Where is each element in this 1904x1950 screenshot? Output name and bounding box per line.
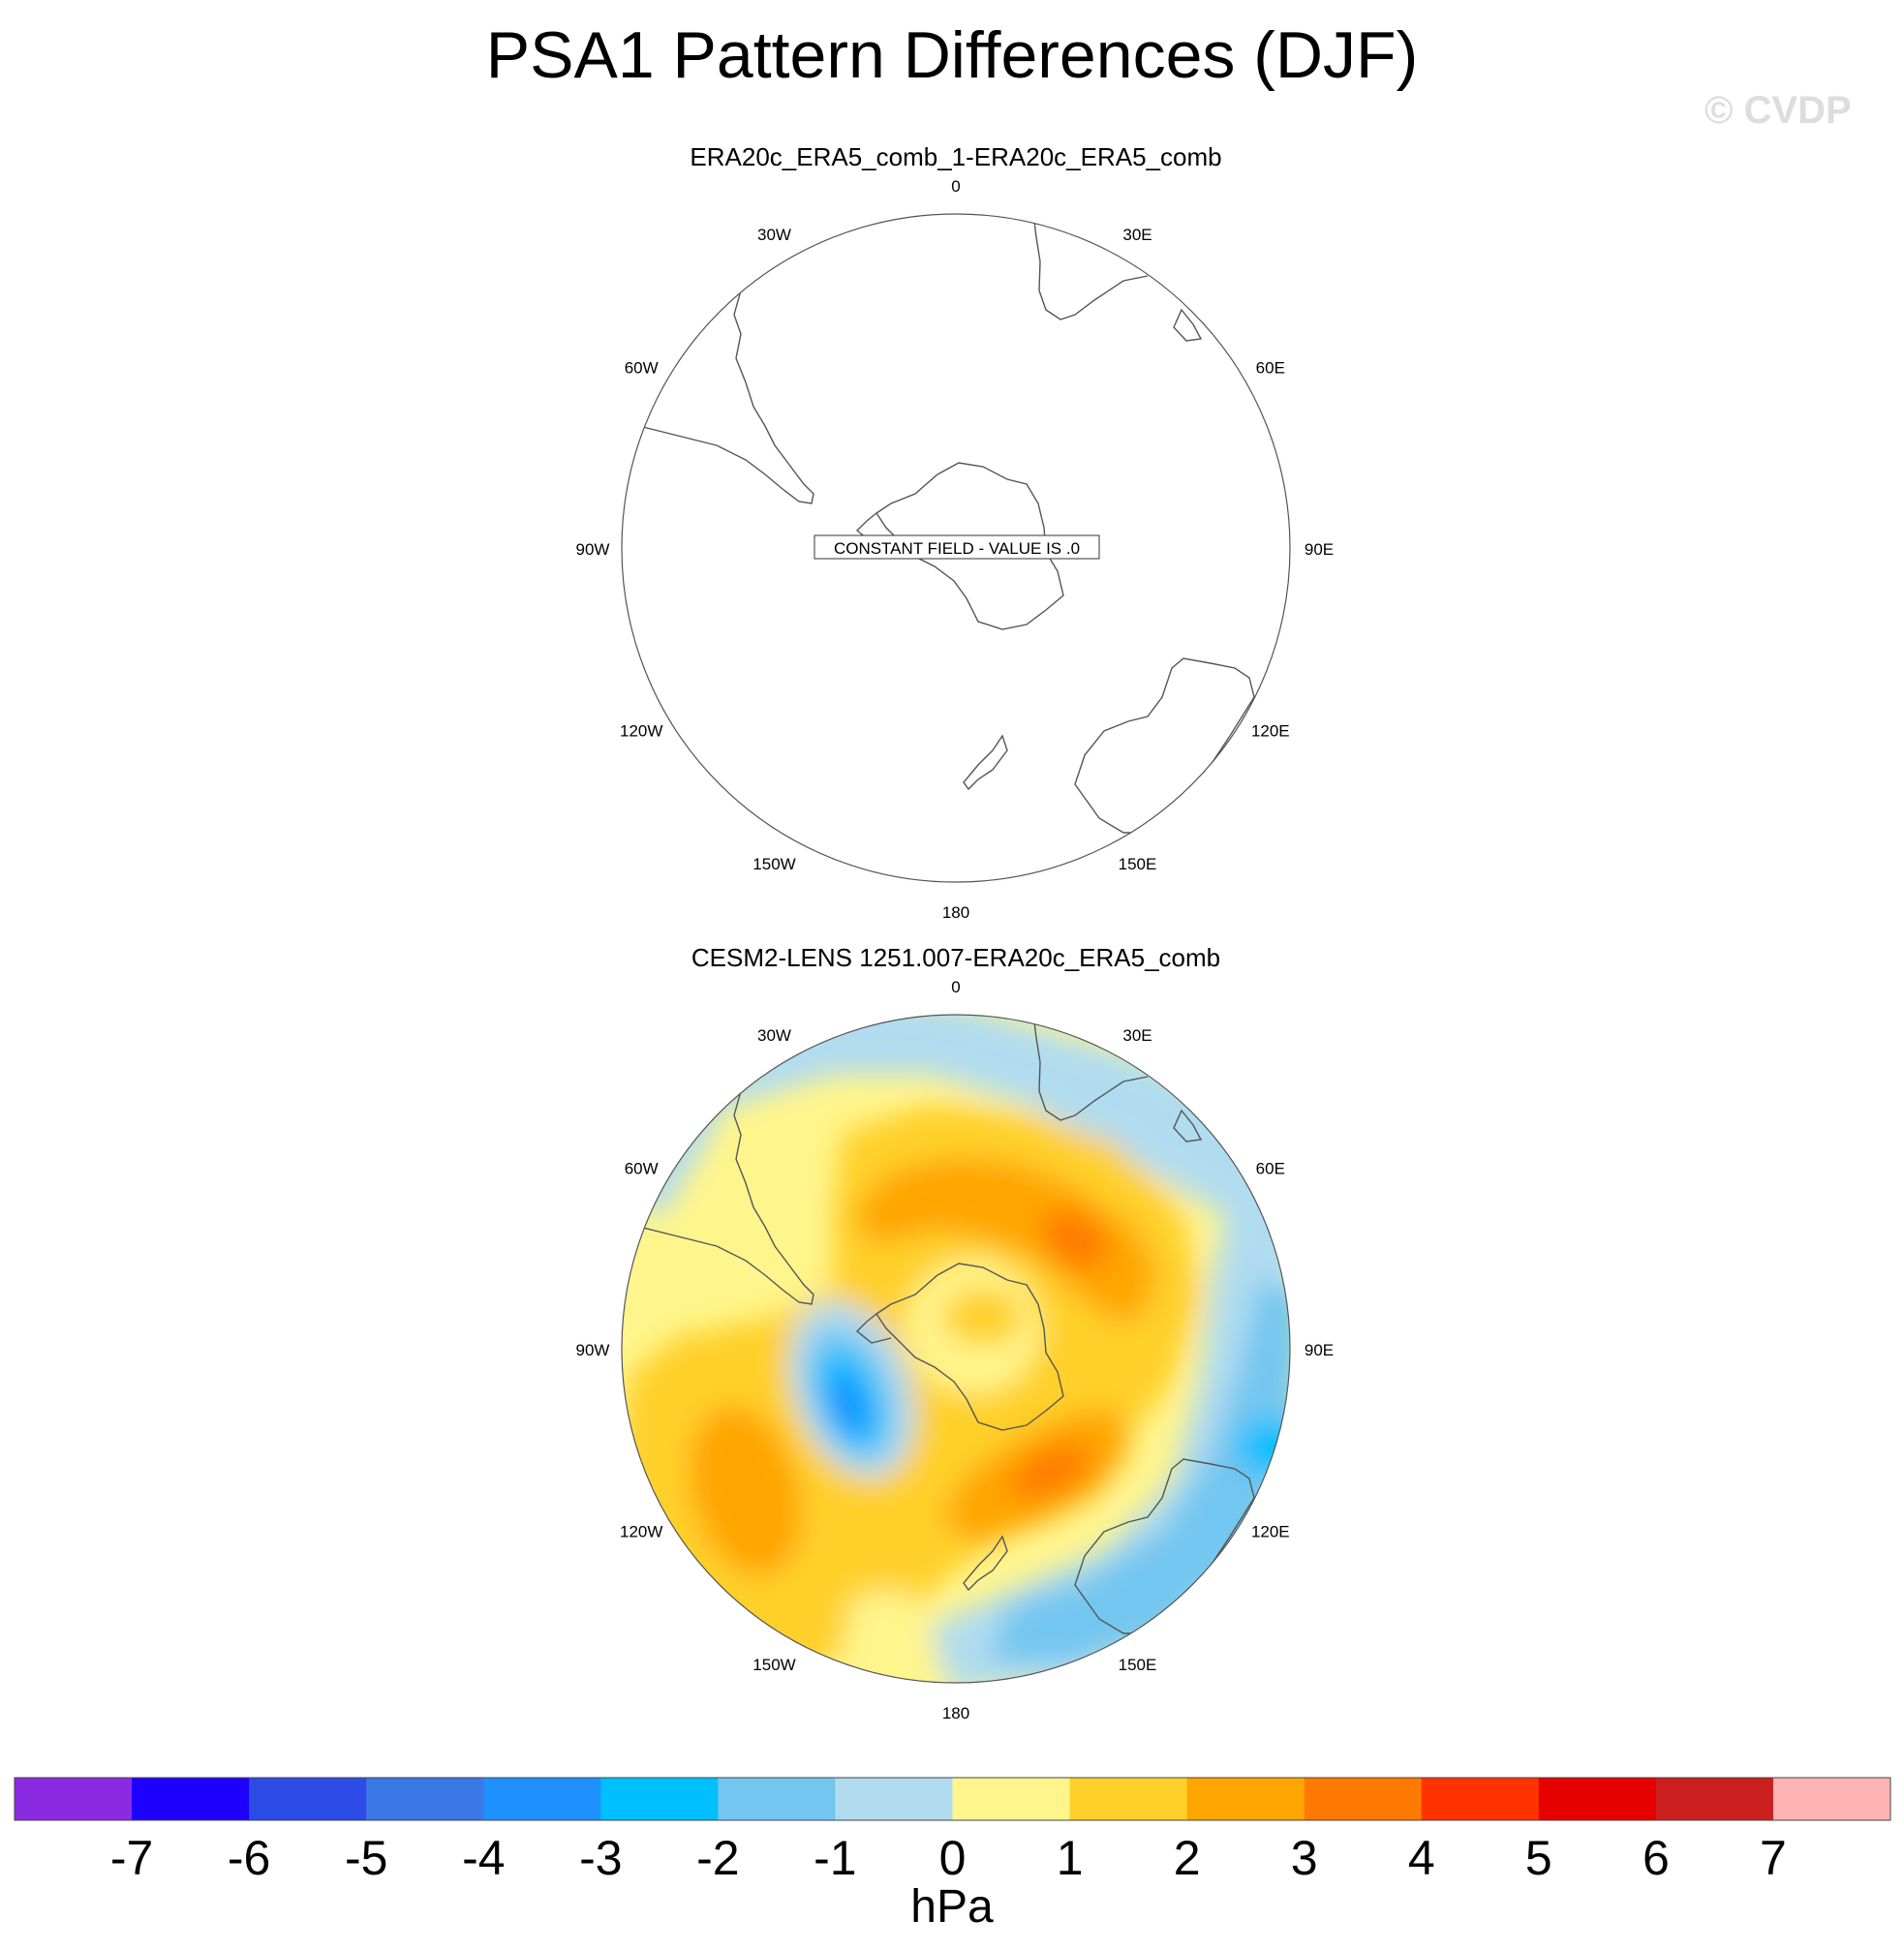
panel-2-lon-label: 0 xyxy=(951,978,960,996)
panel-2-lon-label: 90W xyxy=(576,1341,610,1359)
colorbar-swatch xyxy=(132,1778,250,1820)
colorbar-swatch xyxy=(483,1778,601,1820)
colorbar-tick-label: 2 xyxy=(1174,1831,1201,1885)
panel-1-lon-labels: 0 30E 60E 90E 120E 150E 180 150W 120W 90W 60W 30W xyxy=(576,177,1335,922)
coast-new-zealand xyxy=(963,734,1008,791)
colorbar-swatch xyxy=(1772,1778,1891,1820)
field-center-gold xyxy=(942,1288,1024,1346)
panel-2-lon-label: 90E xyxy=(1305,1341,1334,1359)
panel-1-annotation: CONSTANT FIELD - VALUE IS .0 xyxy=(834,539,1080,558)
coast-south-america xyxy=(638,289,814,504)
colorbar: -7 -6 -5 -4 -3 -2 -1 0 1 2 3 4 5 6 7 xyxy=(14,1777,1891,1885)
colorbar-swatch xyxy=(835,1778,953,1820)
colorbar-tick-label: 6 xyxy=(1643,1831,1670,1885)
panel-1-lon-label: 120W xyxy=(620,722,662,741)
colorbar-swatch xyxy=(600,1778,719,1820)
panel-2-lon-label: 30W xyxy=(757,1026,791,1045)
colorbar-swatch xyxy=(1655,1778,1774,1820)
panel-2-lon-label: 150E xyxy=(1119,1656,1157,1674)
field-blob-cyan-east xyxy=(1237,1418,1290,1477)
colorbar-tick-label: 4 xyxy=(1408,1831,1435,1885)
colorbar-swatch xyxy=(1538,1778,1657,1820)
panel-2-subtitle: CESM2-LENS 1251.007-ERA20c_ERA5_comb xyxy=(691,943,1220,972)
colorbar-swatch xyxy=(1421,1778,1540,1820)
panel-1-lon-label: 60E xyxy=(1256,359,1285,378)
colorbar-swatch xyxy=(15,1778,133,1820)
colorbar-tick-label: -7 xyxy=(110,1831,153,1885)
colorbar-tick-label: 0 xyxy=(939,1831,967,1885)
colorbar-swatch xyxy=(366,1778,484,1820)
field-blob-dark-orange-lower xyxy=(1010,1445,1091,1499)
panel-1-lon-label: 30E xyxy=(1122,226,1152,244)
panel-2-lon-label: 60E xyxy=(1256,1160,1285,1178)
panel-2-lon-label: 150W xyxy=(752,1656,795,1674)
panel-1-lon-label: 90E xyxy=(1305,540,1334,559)
coast-peninsula-2 xyxy=(855,1313,892,1344)
panel-2-lon-label: 60W xyxy=(625,1160,659,1178)
panel-1-lon-label: 60W xyxy=(625,359,659,378)
panel-1-subtitle: ERA20c_ERA5_comb_1-ERA20c_ERA5_comb xyxy=(690,142,1221,171)
coast-antarctica-2 xyxy=(875,1263,1064,1431)
coast-madagascar-2 xyxy=(1173,1109,1203,1143)
coast-new-zealand-2 xyxy=(963,1535,1008,1592)
panel-1-lon-label: 90W xyxy=(576,540,610,559)
panel-1-lon-label: 30W xyxy=(757,226,791,244)
panel-1-annotation-box xyxy=(814,534,1100,560)
colorbar-tick-label: -5 xyxy=(345,1831,387,1885)
watermark: © CVDP xyxy=(1704,89,1852,132)
panel-2-lon-label: 120E xyxy=(1251,1523,1290,1541)
colorbar-tick-label: 1 xyxy=(1057,1831,1084,1885)
panel-1-lon-label: 150E xyxy=(1119,855,1157,873)
panel-2-lon-label: 120W xyxy=(620,1523,662,1541)
colorbar-border xyxy=(14,1777,1891,1821)
colorbar-tick-label: 7 xyxy=(1760,1831,1787,1885)
colorbar-swatch xyxy=(1186,1778,1305,1820)
panel-1-lon-label: 180 xyxy=(942,903,969,922)
colorbar-tick-label: -1 xyxy=(814,1831,856,1885)
field-blob-dodger-west xyxy=(829,1373,868,1435)
panel-2-map-border xyxy=(621,1014,1291,1684)
coast-africa-2 xyxy=(1032,1015,1149,1121)
panel-2: CESM2-LENS 1251.007-ERA20c_ERA5_comb xyxy=(576,943,1335,1722)
panel-2-lon-labels: 0 30E 60E 90E 120E 150E 180 150W 120W 90W 60W 30W xyxy=(576,978,1335,1722)
coast-madagascar xyxy=(1173,308,1203,342)
colorbar-tick-label: -3 xyxy=(579,1831,622,1885)
colorbar-tick-label: 5 xyxy=(1525,1831,1552,1885)
coast-antarctica xyxy=(875,462,1064,630)
colorbar-tick-label: -2 xyxy=(696,1831,739,1885)
coast-south-america-2 xyxy=(638,1090,814,1305)
coast-africa xyxy=(1032,214,1149,320)
colorbar-swatch xyxy=(1304,1778,1423,1820)
colorbar-tick-label: -6 xyxy=(228,1831,270,1885)
field-blob-orange-west xyxy=(689,1405,803,1577)
panel-2-lon-label: 180 xyxy=(942,1704,969,1722)
panel-1-map-border xyxy=(621,213,1291,883)
main-title: PSA1 Pattern Differences (DJF) xyxy=(485,18,1419,92)
panel-1-lon-label: 0 xyxy=(951,177,960,196)
colorbar-tick-label: -4 xyxy=(462,1831,505,1885)
colorbar-tick-label: 3 xyxy=(1291,1831,1318,1885)
panel-1-lon-label: 150W xyxy=(752,855,795,873)
panel-1-lon-label: 120E xyxy=(1251,722,1290,741)
panel-1: ERA20c_ERA5_comb_1-ERA20c_ERA5_comb CONS… xyxy=(576,142,1335,922)
colorbar-swatch xyxy=(952,1778,1071,1820)
colorbar-swatch xyxy=(1069,1778,1188,1820)
colorbar-units-label: hPa xyxy=(910,1881,994,1933)
colorbar-swatch xyxy=(718,1778,836,1820)
field-channel-light-yellow-south xyxy=(843,1588,930,1683)
panel-2-lon-label: 30E xyxy=(1122,1026,1152,1045)
colorbar-swatch xyxy=(249,1778,367,1820)
field-blob-dark-orange-upper xyxy=(1041,1209,1109,1269)
field-arc-orange-upper xyxy=(852,1157,1157,1322)
